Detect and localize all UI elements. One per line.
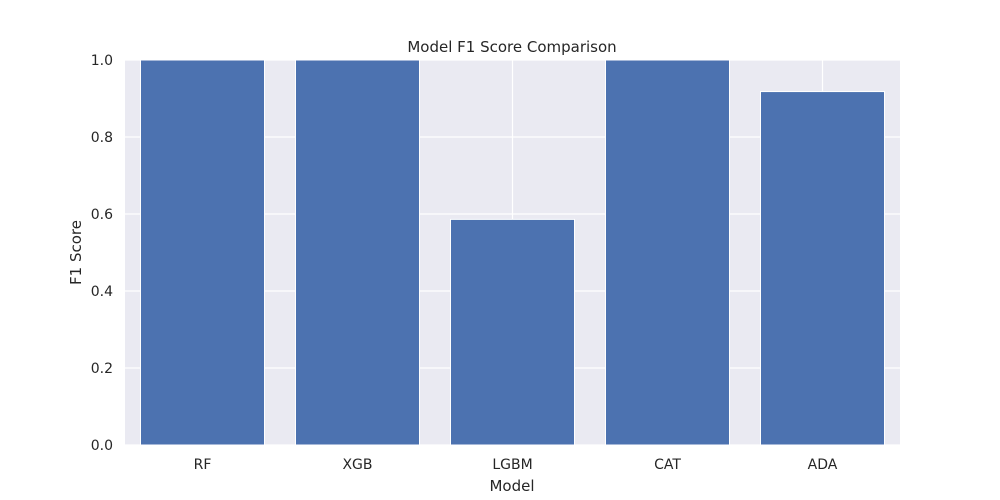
bar-cat bbox=[605, 59, 730, 446]
x-tick-label: CAT bbox=[654, 457, 681, 473]
bar-ada bbox=[760, 91, 885, 446]
y-tick-label: 0.6 bbox=[91, 207, 113, 223]
x-tick-label: ADA bbox=[808, 457, 838, 473]
bar-xgb bbox=[295, 59, 420, 446]
y-tick-label: 1.0 bbox=[91, 53, 113, 69]
x-tick-label: RF bbox=[194, 457, 212, 473]
y-tick-label: 0.4 bbox=[91, 284, 113, 300]
y-tick-label: 0.2 bbox=[91, 361, 113, 377]
bars bbox=[140, 59, 885, 446]
x-tick-label: XGB bbox=[342, 457, 372, 473]
y-tick-label: 0.0 bbox=[91, 438, 113, 454]
y-tick-label: 0.8 bbox=[91, 130, 113, 146]
x-axis-label: Model bbox=[489, 477, 534, 495]
bar-rf bbox=[140, 59, 265, 446]
y-tick-labels: 0.0 0.2 0.4 0.6 0.8 1.0 bbox=[91, 53, 113, 454]
x-tick-label: LGBM bbox=[492, 457, 532, 473]
y-axis-label: F1 Score bbox=[67, 220, 85, 285]
x-tick-labels: RF XGB LGBM CAT ADA bbox=[194, 457, 838, 473]
chart-title: Model F1 Score Comparison bbox=[407, 38, 616, 56]
bar-lgbm bbox=[450, 218, 575, 446]
